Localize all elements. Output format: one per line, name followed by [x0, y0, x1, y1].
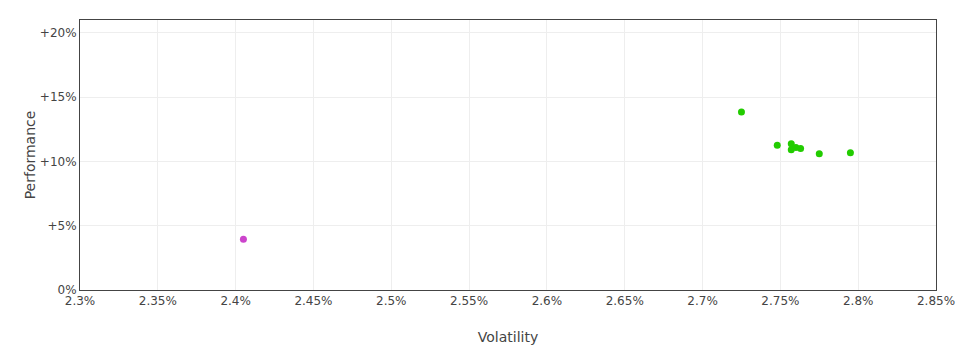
svg-text:2.4%: 2.4% — [220, 294, 251, 308]
svg-text:2.85%: 2.85% — [917, 294, 955, 308]
svg-text:+5%: +5% — [48, 219, 77, 233]
svg-text:2.3%: 2.3% — [65, 294, 96, 308]
svg-text:2.6%: 2.6% — [532, 294, 563, 308]
svg-text:+10%: +10% — [40, 155, 77, 169]
svg-text:+15%: +15% — [40, 90, 77, 104]
svg-text:0%: 0% — [58, 283, 77, 297]
svg-text:Volatility: Volatility — [478, 329, 538, 345]
svg-text:2.55%: 2.55% — [450, 294, 488, 308]
svg-text:2.7%: 2.7% — [687, 294, 718, 308]
svg-text:Performance: Performance — [22, 111, 38, 200]
svg-text:2.65%: 2.65% — [606, 294, 644, 308]
svg-text:2.5%: 2.5% — [376, 294, 407, 308]
svg-text:2.75%: 2.75% — [761, 294, 799, 308]
svg-text:2.8%: 2.8% — [843, 294, 874, 308]
svg-text:2.35%: 2.35% — [139, 294, 177, 308]
svg-text:+20%: +20% — [40, 26, 77, 40]
svg-text:2.45%: 2.45% — [294, 294, 332, 308]
